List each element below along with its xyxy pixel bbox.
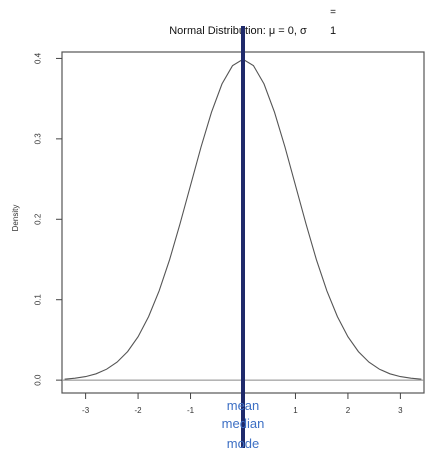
y-tick-label: 0.1 [34,294,43,306]
x-tick-label: 1 [293,406,298,415]
y-axis: 0.0 0.1 0.2 0.3 0.4 [34,52,62,386]
annotation-median: median [222,416,265,431]
y-axis-label: Density [11,205,20,232]
chart-title-equals-sign: = [330,7,336,18]
x-tick-label: 2 [346,406,351,415]
x-tick-label: -3 [82,406,90,415]
chart-title: Normal Distribution: μ = 0, σ [169,25,307,37]
y-tick-label: 0.3 [34,133,43,145]
x-tick-label: 3 [398,406,403,415]
x-tick-label: -1 [187,406,195,415]
annotation-mode: mode [227,436,260,451]
y-tick-label: 0.2 [34,213,43,225]
chart-title-sigma-value: 1 [330,25,336,37]
x-tick-label: -2 [135,406,143,415]
annotation-mean: mean [227,398,260,413]
y-tick-label: 0.4 [34,52,43,64]
y-tick-label: 0.0 [34,374,43,386]
